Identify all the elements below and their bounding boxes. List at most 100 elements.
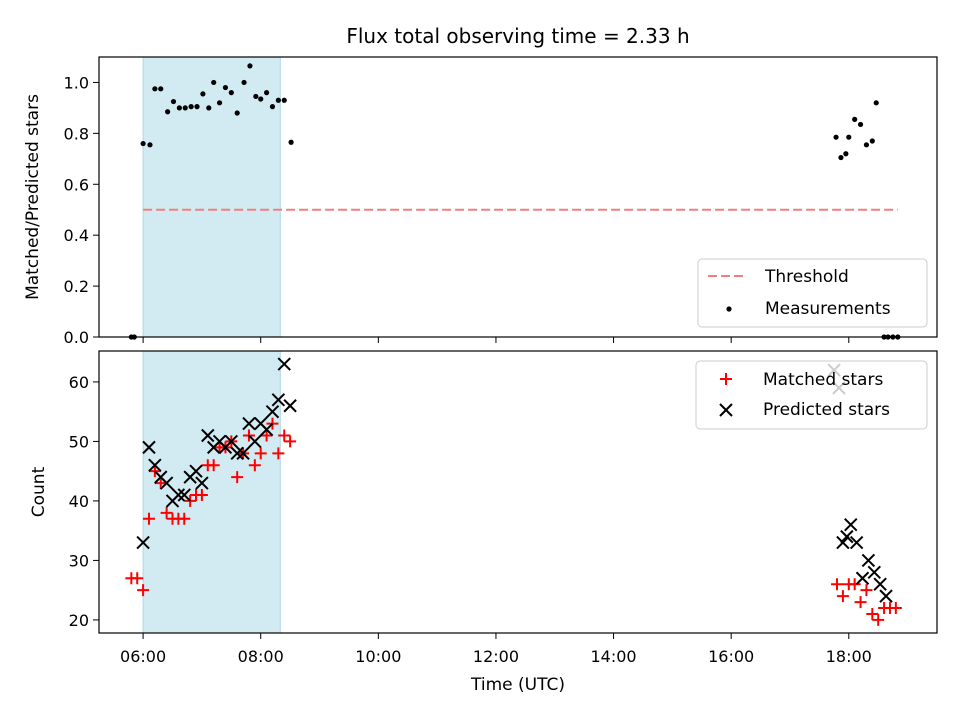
measurement-point [258,96,264,102]
matched-stars-legend-swatch [720,373,732,385]
matched-star-marker [207,459,220,472]
matched-stars-legend-label: Matched stars [763,370,883,390]
measurement-point [843,151,849,157]
measurement-point [241,79,247,86]
predicted-star-marker [242,416,256,431]
measurement-point [165,109,171,115]
predicted-star-marker [840,529,854,544]
matched-star-marker [137,584,150,597]
measurement-point [281,97,287,103]
time-x-tick-label: 12:00 [473,647,519,666]
predicted-star-marker [142,440,156,455]
matched-star-marker [160,506,173,519]
measurement-point [873,100,879,106]
matched-star-marker [889,602,902,615]
measurement-point [288,139,294,145]
predicted-stars-legend-swatch [719,403,733,417]
predicted-star-marker [277,357,291,371]
count-legend-box [695,360,928,430]
predicted-star-marker [224,434,239,449]
measurement-point [211,79,217,86]
time-x-axis-label: Time (UTC) [470,675,565,695]
ratio-y-tick-label: 0.2 [64,277,89,296]
matched-star-marker [178,512,191,525]
measurement-point [253,93,259,100]
measurement-point [188,104,194,110]
matched-star-marker [831,578,844,591]
predicted-star-marker [195,476,209,490]
matched-star-marker [254,447,267,460]
measurement-point [234,110,240,116]
predicted-star-marker [849,535,864,550]
ratio-y-ticks: 0.0 0.2 0.4 0.6 0.8 1.0 [64,73,99,347]
measurements-legend-label: Measurements [765,299,891,319]
measurement-point [222,84,229,91]
observing-window-span [142,56,281,338]
matched-star-marker [860,584,873,597]
count-y-axis-label: Count [29,466,49,517]
count-y-tick-label: 60 [69,373,89,392]
measurement-point [269,104,276,110]
matched-star-marker [231,471,244,484]
count-y-ticks: 20 30 40 50 60 [69,373,99,630]
predicted-star-marker [136,535,150,550]
measurement-point [216,100,223,106]
matched-star-marker [154,477,167,490]
predicted-star-marker [265,404,280,419]
observing-window-span-lower [142,350,281,634]
threshold-legend-label: Threshold [764,267,849,287]
predicted-star-marker [271,393,286,407]
matched-star-marker [142,512,155,525]
chart-title: Flux total observing time = 2.33 h [346,24,689,48]
measurement-point [852,116,858,122]
matched-star-marker [854,596,867,609]
time-x-tick-label: 18:00 [826,647,872,666]
time-x-tick-label: 16:00 [708,647,754,666]
measurement-point [194,104,200,110]
measurement-point [228,90,234,96]
predicted-star-marker [836,535,850,550]
predicted-star-marker [159,476,174,490]
ratio-panel: 0.0 0.2 0.4 0.6 0.8 1.0 Matched/Predicted sta… [23,56,938,347]
measurement-point [182,105,188,111]
ratio-legend-box [697,258,928,328]
measurement-point [200,91,206,97]
measurement-point [176,105,182,111]
count-y-tick-label: 50 [69,432,89,451]
ratio-x-ticks [142,337,850,343]
matched-star-marker [866,607,879,620]
measurement-point [863,142,870,148]
ratio-y-axis-label: Matched/Predicted stars [23,94,43,300]
predicted-star-marker [236,446,250,461]
measurement-point [140,140,146,147]
measurement-point [264,90,270,96]
measurement-point [152,86,158,92]
matched-star-marker [195,488,208,501]
measurement-point [846,134,852,140]
measurement-point [147,142,153,148]
matched-star-marker [848,578,861,591]
predicted-star-marker [855,571,870,585]
measurement-point [206,105,212,111]
matched-star-marker [872,613,885,626]
ratio-y-tick-label: 0.4 [64,226,89,245]
predicted-stars-legend-label: Predicted stars [763,400,890,420]
ratio-panel-frame [98,56,938,338]
predicted-star-marker [844,518,858,532]
ratio-y-tick-label: 0.6 [64,175,89,194]
predicted-star-marker [867,565,881,580]
predicted-star-marker [861,553,876,568]
predicted-star-marker [259,422,274,437]
measurement-point [247,63,253,69]
count-y-tick-label: 30 [69,551,89,570]
matched-star-marker [248,459,261,472]
time-x-tick-label: 06:00 [120,647,166,666]
predicted-star-marker [189,464,203,478]
matched-star-marker [836,590,849,603]
predicted-star-marker [230,446,244,461]
time-x-tick-label: 14:00 [591,647,637,666]
predicted-star-marker [873,577,887,591]
predicted-star-marker [201,428,215,443]
count-panel-frame [98,350,938,634]
